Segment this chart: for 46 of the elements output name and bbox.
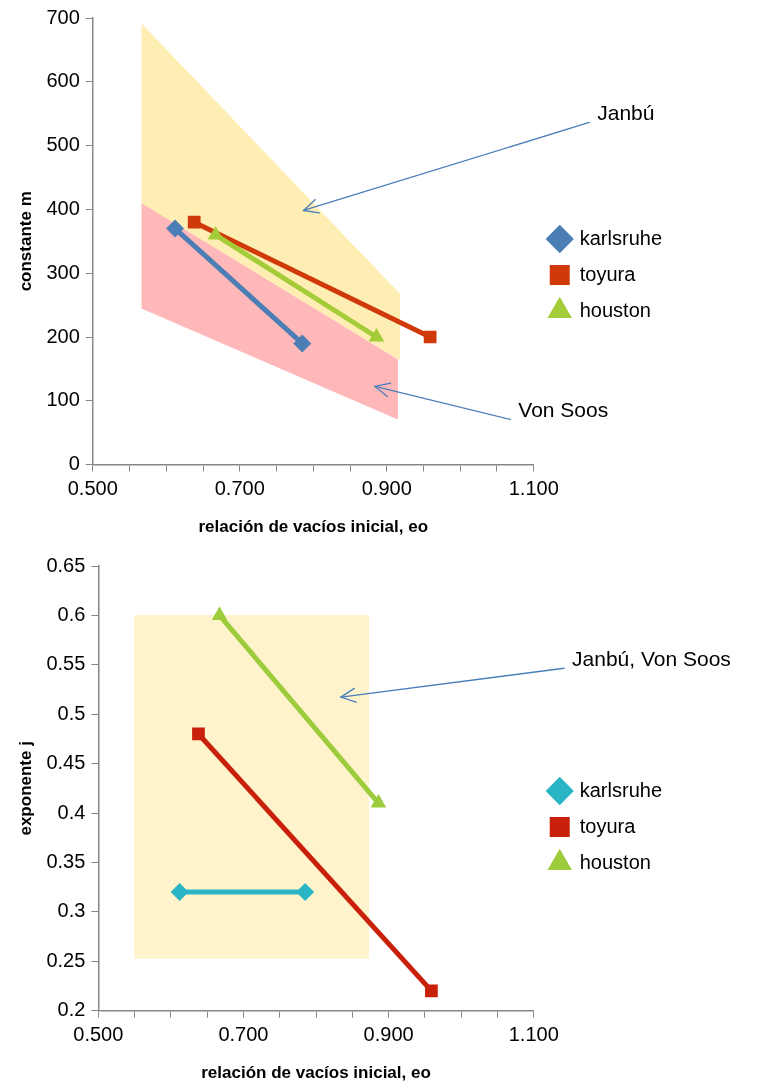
y-tick-label: 0.55 — [46, 652, 86, 675]
legend-label: toyura — [579, 262, 637, 285]
y-tick-label: 600 — [46, 69, 80, 92]
point — [166, 219, 185, 238]
point — [192, 727, 205, 741]
point — [425, 984, 438, 998]
y-tick-label: 400 — [46, 196, 80, 219]
y-tick-label: 200 — [46, 324, 80, 347]
x-tick-label: 1.100 — [508, 1023, 559, 1046]
y-tick-label: 0.4 — [57, 800, 86, 823]
x-tick-label: 0.700 — [218, 1023, 269, 1046]
x-tick-label: 0.500 — [73, 1023, 124, 1046]
legend-label: karlsruhe — [579, 778, 663, 801]
text: Janbú, Von Soos — [572, 647, 731, 671]
x-tick-label: 0.500 — [67, 477, 118, 500]
y-tick-label: 0.35 — [46, 849, 86, 872]
y-tick-label: 0.65 — [46, 553, 86, 576]
y-tick-label: 300 — [46, 260, 80, 283]
point — [187, 215, 201, 229]
annotation: Von Soos — [518, 398, 609, 422]
x-tick-label: 1.100 — [508, 477, 559, 500]
y-tick-label: 0.25 — [46, 948, 86, 971]
legend-label: karlsruhe — [579, 226, 663, 249]
y-axis-title: constante m — [15, 191, 35, 292]
text: Janbú — [597, 101, 655, 125]
x-axis-title: relación de vacíos inicial, eo — [198, 517, 429, 537]
y-tick-label: 0.2 — [57, 998, 86, 1021]
y-tick-label: 700 — [46, 5, 80, 28]
legend-label: houston — [579, 298, 651, 321]
y-tick-label: 0.45 — [46, 751, 86, 774]
y-tick-label: 0.6 — [57, 602, 86, 625]
y-tick-label: 500 — [46, 133, 80, 156]
y-tick-label: 100 — [46, 388, 80, 411]
legend-label: toyura — [579, 814, 637, 837]
y-tick-label: 0 — [68, 452, 80, 475]
x-tick-label: 0.900 — [363, 1023, 414, 1046]
x-tick-label: 0.700 — [214, 477, 265, 500]
x-axis-title: relación de vacíos inicial, eo — [201, 1063, 431, 1083]
point — [296, 883, 315, 902]
y-tick-label: 0.3 — [57, 899, 86, 922]
x-tick-label: 0.900 — [361, 477, 412, 500]
point — [170, 883, 189, 902]
legend-label: houston — [579, 850, 651, 873]
y-tick-label: 0.5 — [57, 701, 86, 724]
y-axis-title: exponente j — [15, 741, 35, 836]
point — [293, 334, 312, 353]
